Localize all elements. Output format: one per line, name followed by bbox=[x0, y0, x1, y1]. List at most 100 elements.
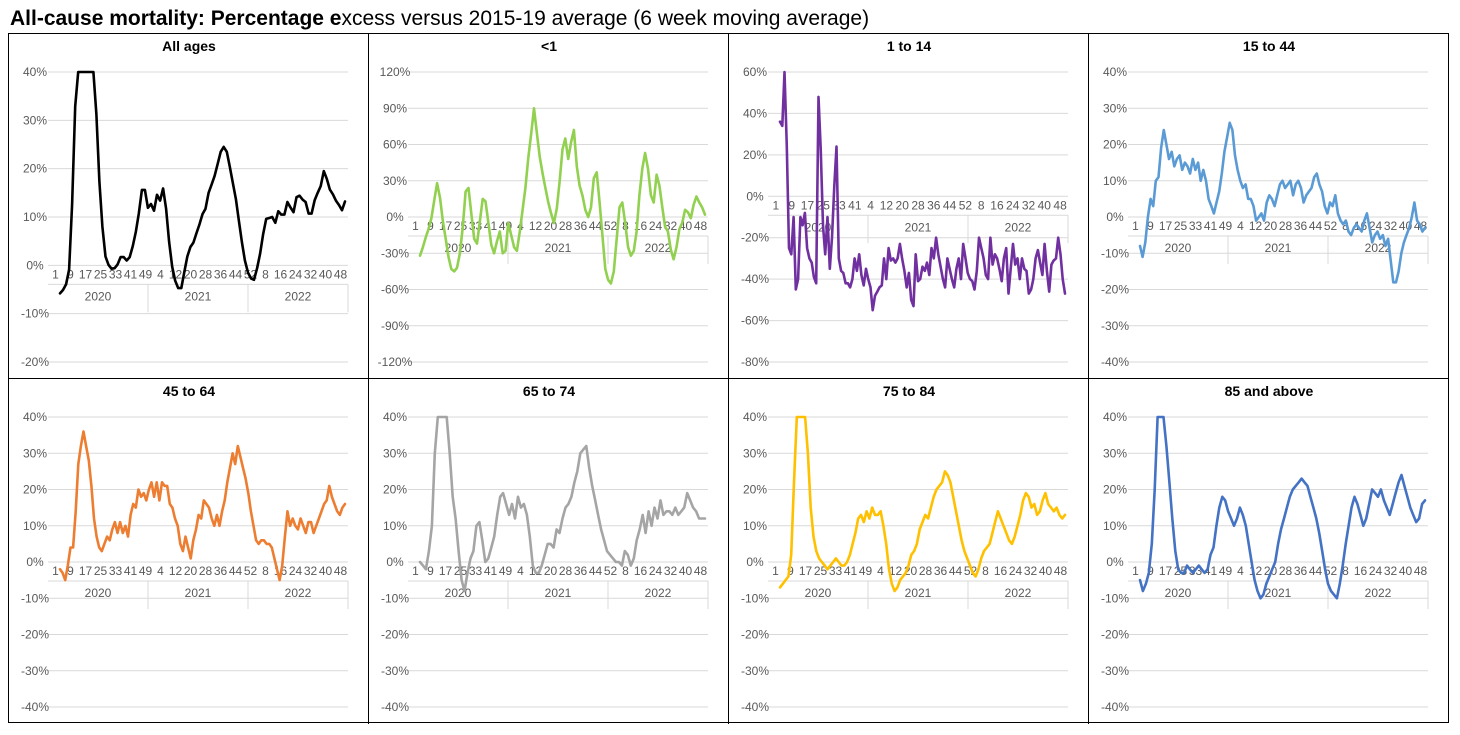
x-tick-label: 4 bbox=[157, 267, 164, 281]
x-tick-label: 36 bbox=[574, 564, 588, 578]
chart-title: 85 and above bbox=[1225, 383, 1314, 399]
chart-panel: 15 to 44 40% 30% 20% 10% 0% -10% -20% -30% -40% 1 9… bbox=[1089, 34, 1449, 379]
x-tick-label: 32 bbox=[1024, 564, 1038, 578]
year-label: 2022 bbox=[1005, 220, 1032, 234]
x-tick-label: 36 bbox=[1294, 564, 1308, 578]
x-tick-label: 48 bbox=[694, 564, 708, 578]
y-tick-label: 20% bbox=[23, 162, 47, 176]
chart-panel: 75 to 84 40% 30% 20% 10% 0% -10% -20% -30% -40% 1 9… bbox=[729, 379, 1089, 724]
x-tick-label: 44 bbox=[943, 198, 957, 212]
x-tick-label: 36 bbox=[214, 267, 228, 281]
x-tick-label: 16 bbox=[990, 198, 1004, 212]
y-tick-label: -20% bbox=[381, 628, 409, 642]
x-tick-label: 52 bbox=[604, 219, 618, 233]
y-tick-label: 30% bbox=[383, 446, 407, 460]
x-tick-label: 44 bbox=[589, 564, 603, 578]
x-tick-label: 20 bbox=[896, 198, 910, 212]
y-tick-label: 40% bbox=[743, 106, 767, 120]
x-tick-label: 28 bbox=[1279, 564, 1293, 578]
year-label: 2022 bbox=[1365, 586, 1392, 600]
x-tick-label: 40 bbox=[1038, 198, 1052, 212]
x-tick-label: 8 bbox=[1342, 219, 1349, 233]
x-tick-label: 33 bbox=[832, 198, 846, 212]
y-tick-label: -30% bbox=[1101, 664, 1129, 678]
y-tick-label: -20% bbox=[21, 628, 49, 642]
x-tick-label: 12 bbox=[529, 219, 543, 233]
y-tick-label: 0% bbox=[1106, 210, 1124, 224]
x-tick-label: 24 bbox=[649, 564, 663, 578]
y-tick-label: 30% bbox=[1103, 101, 1127, 115]
chart-title: 1 to 14 bbox=[887, 38, 932, 54]
y-tick-label: -30% bbox=[741, 664, 769, 678]
year-label: 2020 bbox=[1165, 586, 1192, 600]
x-tick-label: 33 bbox=[469, 564, 483, 578]
x-tick-label: 28 bbox=[559, 564, 573, 578]
chart-title: 75 to 84 bbox=[883, 383, 935, 399]
x-tick-label: 9 bbox=[788, 198, 795, 212]
x-tick-label: 8 bbox=[262, 267, 269, 281]
y-tick-label: 10% bbox=[23, 210, 47, 224]
x-tick-label: 4 bbox=[1237, 219, 1244, 233]
x-tick-label: 41 bbox=[844, 564, 858, 578]
y-tick-label: -10% bbox=[381, 591, 409, 605]
x-tick-label: 8 bbox=[1342, 564, 1349, 578]
x-tick-label: 16 bbox=[634, 564, 648, 578]
y-tick-label: 20% bbox=[743, 483, 767, 497]
x-tick-label: 28 bbox=[911, 198, 925, 212]
chart-panel: 85 and above 40% 30% 20% 10% 0% -10% -20% -30% -4… bbox=[1089, 379, 1449, 724]
y-tick-label: 30% bbox=[23, 446, 47, 460]
x-tick-label: 52 bbox=[959, 198, 973, 212]
chart-grid: All ages 40% 30% 20% 10% 0% -10% -20% 1 9 17 25 33 41… bbox=[8, 33, 1449, 724]
series-line bbox=[58, 70, 347, 295]
x-tick-label: 16 bbox=[994, 564, 1008, 578]
x-tick-label: 1 bbox=[1132, 219, 1139, 233]
chart-svg: 15 to 44 40% 30% 20% 10% 0% -10% -20% -30% -40% 1 9… bbox=[1101, 38, 1429, 369]
series-line bbox=[418, 415, 707, 593]
series-line bbox=[58, 430, 347, 582]
page-title-part-3: xcess versus 2015-19 average (6 week mov… bbox=[341, 7, 870, 30]
x-tick-label: 32 bbox=[664, 564, 678, 578]
year-label: 2020 bbox=[85, 586, 112, 600]
year-label: 2021 bbox=[545, 586, 572, 600]
y-tick-label: -30% bbox=[381, 246, 409, 260]
y-tick-label: 30% bbox=[23, 113, 47, 127]
x-tick-label: 8 bbox=[622, 564, 629, 578]
x-tick-label: 48 bbox=[1414, 564, 1428, 578]
y-tick-label: -40% bbox=[741, 272, 769, 286]
x-tick-label: 24 bbox=[1369, 564, 1383, 578]
y-tick-label: 40% bbox=[743, 410, 767, 424]
x-tick-label: 25 bbox=[1174, 219, 1188, 233]
year-label: 2022 bbox=[285, 586, 312, 600]
y-tick-label: 0% bbox=[746, 555, 764, 569]
x-tick-label: 41 bbox=[484, 564, 498, 578]
x-tick-label: 44 bbox=[1309, 219, 1323, 233]
y-tick-label: 0% bbox=[26, 258, 44, 272]
chart-svg: 75 to 84 40% 30% 20% 10% 0% -10% -20% -30% -40% 1 9… bbox=[741, 383, 1069, 714]
x-tick-label: 40 bbox=[319, 267, 333, 281]
x-tick-label: 8 bbox=[978, 198, 985, 212]
x-tick-label: 52 bbox=[1324, 219, 1338, 233]
x-tick-label: 24 bbox=[649, 219, 663, 233]
x-tick-label: 1 bbox=[772, 564, 779, 578]
x-tick-label: 9 bbox=[1147, 219, 1154, 233]
y-tick-label: 0% bbox=[386, 555, 404, 569]
x-tick-label: 12 bbox=[880, 198, 894, 212]
y-tick-label: -60% bbox=[381, 283, 409, 297]
x-tick-label: 41 bbox=[124, 267, 138, 281]
y-tick-label: -20% bbox=[741, 231, 769, 245]
y-tick-label: -120% bbox=[378, 355, 413, 369]
x-tick-label: 44 bbox=[229, 564, 243, 578]
x-tick-label: 49 bbox=[859, 564, 873, 578]
chart-svg: 65 to 74 40% 30% 20% 10% 0% -10% -20% -30% -40% 1 9… bbox=[381, 383, 709, 714]
x-tick-label: 24 bbox=[1006, 198, 1020, 212]
y-tick-label: -90% bbox=[381, 319, 409, 333]
y-tick-label: 40% bbox=[23, 410, 47, 424]
x-tick-label: 20 bbox=[184, 564, 198, 578]
year-label: 2020 bbox=[1165, 241, 1192, 255]
x-tick-label: 17 bbox=[801, 198, 815, 212]
x-tick-label: 40 bbox=[1399, 564, 1413, 578]
y-tick-label: 10% bbox=[743, 519, 767, 533]
y-tick-label: -40% bbox=[1101, 355, 1129, 369]
x-tick-label: 28 bbox=[199, 564, 213, 578]
